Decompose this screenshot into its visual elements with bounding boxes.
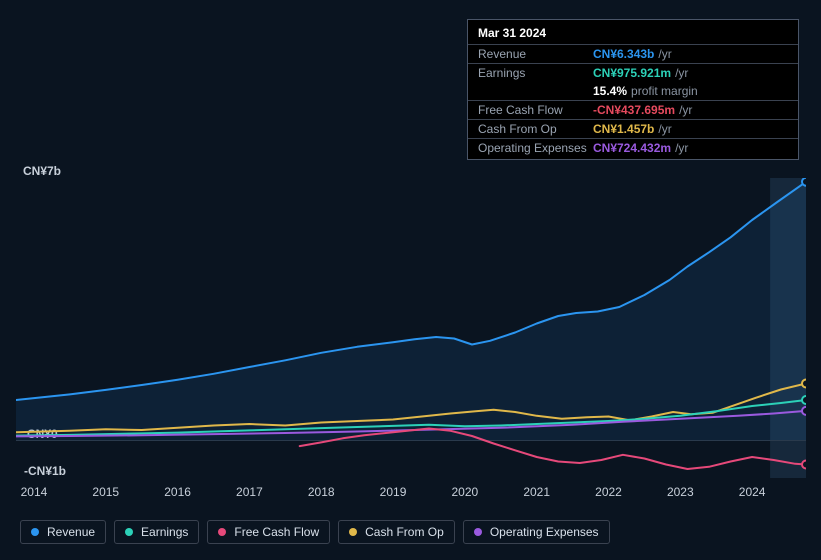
x-axis-label: 2019 [380, 485, 407, 499]
tooltip-row-label: Cash From Op [478, 122, 593, 136]
legend-item-label: Cash From Op [365, 525, 444, 539]
tooltip-row-unit: /yr [675, 141, 688, 155]
legend-item-revenue[interactable]: Revenue [20, 520, 106, 544]
legend-item-label: Operating Expenses [490, 525, 599, 539]
revenue-area-fill [16, 182, 806, 441]
legend-swatch-icon [474, 528, 482, 536]
chart-tooltip: Mar 31 2024 RevenueCN¥6.343b/yrEarningsC… [467, 19, 799, 160]
tooltip-row-value: CN¥1.457b [593, 122, 654, 136]
tooltip-row: Cash From OpCN¥1.457b/yr [468, 119, 798, 138]
series-end-marker-earnings [802, 396, 806, 404]
tooltip-row: Free Cash Flow-CN¥437.695m/yr [468, 100, 798, 119]
tooltip-title: Mar 31 2024 [468, 24, 798, 44]
tooltip-row-label: Revenue [478, 47, 593, 61]
legend-item-free-cash-flow[interactable]: Free Cash Flow [207, 520, 330, 544]
x-axis-label: 2017 [236, 485, 263, 499]
chart-legend: Revenue Earnings Free Cash Flow Cash From O… [20, 520, 610, 544]
x-axis-label: 2022 [595, 485, 622, 499]
tooltip-row-unit: /yr [679, 103, 692, 117]
x-axis-label: 2021 [523, 485, 550, 499]
legend-swatch-icon [125, 528, 133, 536]
tooltip-row: EarningsCN¥975.921m/yr [468, 63, 798, 82]
x-axis-label: 2016 [164, 485, 191, 499]
tooltip-row: Operating ExpensesCN¥724.432m/yr [468, 138, 798, 157]
legend-swatch-icon [218, 528, 226, 536]
chart-stage: CN¥7bCN¥0-CN¥1b 201420152016201720182019… [0, 0, 821, 560]
legend-item-label: Earnings [141, 525, 188, 539]
tooltip-row-unit: /yr [658, 47, 671, 61]
series-end-marker-revenue [802, 178, 806, 186]
legend-item-operating-expenses[interactable]: Operating Expenses [463, 520, 610, 544]
tooltip-row: RevenueCN¥6.343b/yr [468, 44, 798, 63]
legend-item-earnings[interactable]: Earnings [114, 520, 199, 544]
chart-svg [16, 178, 806, 478]
series-end-marker-free_cash_flow [802, 461, 806, 469]
x-axis-label: 2023 [667, 485, 694, 499]
tooltip-row-unit: /yr [658, 122, 671, 136]
series-end-marker-cash_from_op [802, 380, 806, 388]
x-axis-label: 2018 [308, 485, 335, 499]
x-axis-label: 2024 [739, 485, 766, 499]
chart-plot-area[interactable] [16, 178, 806, 478]
tooltip-row-unit: /yr [675, 66, 688, 80]
x-axis-label: 2020 [452, 485, 479, 499]
tooltip-row-value: 15.4% [593, 84, 627, 98]
tooltip-row-label: Free Cash Flow [478, 103, 593, 117]
legend-swatch-icon [349, 528, 357, 536]
legend-item-label: Free Cash Flow [234, 525, 319, 539]
tooltip-row-value: CN¥6.343b [593, 47, 654, 61]
x-axis-label: 2014 [21, 485, 48, 499]
tooltip-row-value: CN¥975.921m [593, 66, 671, 80]
tooltip-row-label: Earnings [478, 66, 593, 80]
legend-swatch-icon [31, 528, 39, 536]
tooltip-row-label [478, 84, 593, 98]
x-axis-label: 2015 [92, 485, 119, 499]
series-end-marker-operating_expenses [802, 407, 806, 415]
legend-item-cash-from-op[interactable]: Cash From Op [338, 520, 455, 544]
y-axis-label: CN¥7b [23, 164, 61, 178]
tooltip-row-label: Operating Expenses [478, 141, 593, 155]
tooltip-row: 15.4% profit margin [468, 82, 798, 100]
tooltip-row-unit: profit margin [631, 84, 698, 98]
tooltip-row-value: CN¥724.432m [593, 141, 671, 155]
tooltip-row-value: -CN¥437.695m [593, 103, 675, 117]
legend-item-label: Revenue [47, 525, 95, 539]
